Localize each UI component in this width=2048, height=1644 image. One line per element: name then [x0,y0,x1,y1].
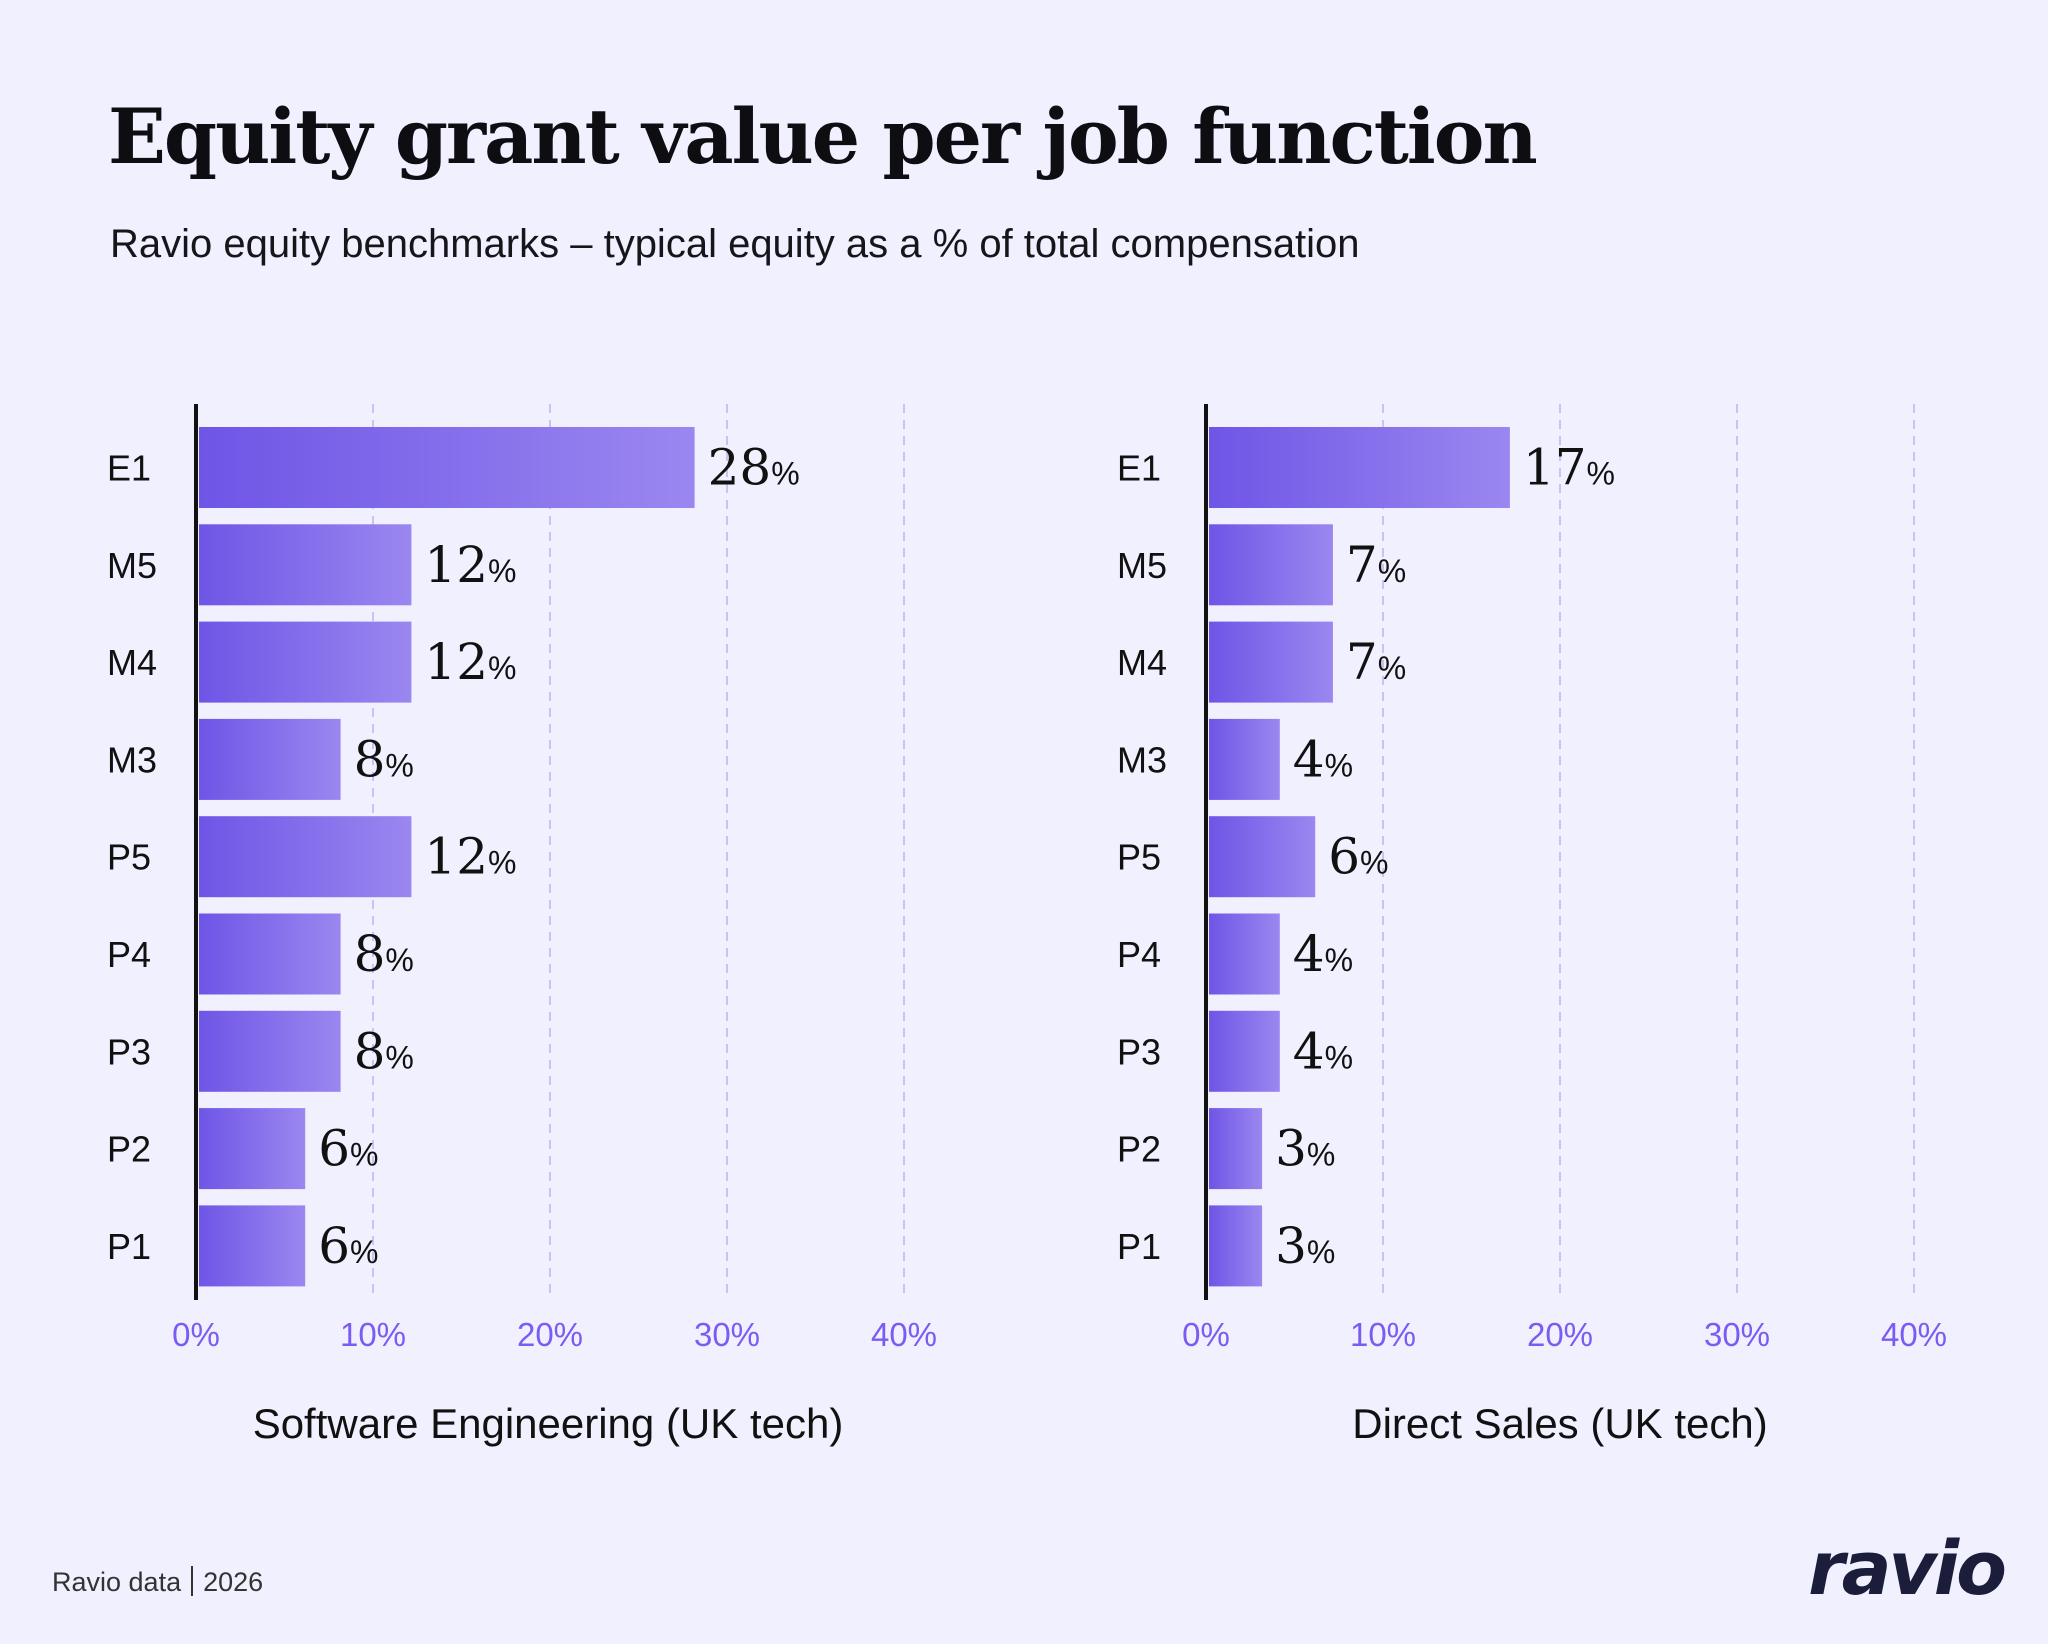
bar [1209,1010,1280,1092]
data-label: 7% [1346,536,1406,594]
data-label: 8% [354,925,414,983]
bar [199,1205,306,1287]
bar [199,621,412,703]
data-label: 28% [708,439,800,497]
data-label: 8% [354,730,414,788]
footer-divider [191,1566,194,1596]
data-label: 12% [424,828,516,886]
bar [199,524,412,606]
data-label: 3% [1275,1217,1335,1275]
category-label: P1 [107,1226,151,1267]
x-tick-label: 10% [340,1316,406,1353]
x-tick-label: 30% [694,1316,760,1353]
x-tick-label: 40% [1881,1316,1947,1353]
data-label: 12% [424,536,516,594]
x-tick-label: 30% [1704,1316,1770,1353]
category-label: E1 [1117,448,1161,489]
bar [1209,1108,1263,1190]
x-tick-label: 0% [172,1316,220,1353]
data-label: 17% [1523,439,1615,497]
category-label: E1 [107,448,151,489]
data-label: 6% [318,1120,378,1178]
category-label: P3 [1117,1031,1161,1072]
bar [1209,621,1333,703]
data-label: 4% [1293,925,1353,983]
x-tick-label: 20% [517,1316,583,1353]
data-label: 7% [1346,633,1406,691]
x-axis-label: Direct Sales (UK tech) [1352,1400,1767,1447]
category-label: P5 [107,837,151,878]
x-tick-label: 40% [871,1316,937,1353]
footer-year: 2026 [203,1567,264,1597]
category-label: M3 [107,739,157,780]
data-label: 6% [1328,828,1388,886]
bar [199,1108,306,1190]
category-label: P2 [1117,1129,1161,1170]
x-axis-label: Software Engineering (UK tech) [253,1400,844,1447]
category-label: M3 [1117,739,1167,780]
bar [1209,427,1510,508]
bar [1209,913,1280,995]
ravio-logo: ravio [1808,1526,2007,1612]
bar [199,816,412,898]
category-label: M4 [107,642,157,683]
x-tick-label: 0% [1182,1316,1230,1353]
category-label: M4 [1117,642,1167,683]
category-label: M5 [107,545,157,586]
bar [1209,816,1316,898]
chart-title: Equity grant value per job function [108,92,1538,181]
data-label: 6% [318,1217,378,1275]
bar [199,718,341,800]
bar [1209,1205,1263,1287]
bar [1209,524,1333,606]
data-label: 4% [1293,1022,1353,1080]
footer-source: Ravio data [52,1567,182,1597]
category-label: P4 [107,934,151,975]
category-label: P3 [107,1031,151,1072]
category-label: P1 [1117,1226,1161,1267]
x-tick-label: 20% [1527,1316,1593,1353]
data-label: 12% [424,633,516,691]
bar [199,427,695,508]
category-label: P5 [1117,837,1161,878]
category-label: M5 [1117,545,1167,586]
chart-subtitle: Ravio equity benchmarks – typical equity… [110,222,1360,266]
category-label: P4 [1117,934,1161,975]
bar [199,913,341,995]
x-tick-label: 10% [1350,1316,1416,1353]
bar [1209,718,1280,800]
bar [199,1010,341,1092]
footer: Ravio data 2026 [52,1566,263,1598]
data-label: 3% [1275,1120,1335,1178]
data-label: 4% [1293,730,1353,788]
category-label: P2 [107,1129,151,1170]
data-label: 8% [354,1022,414,1080]
